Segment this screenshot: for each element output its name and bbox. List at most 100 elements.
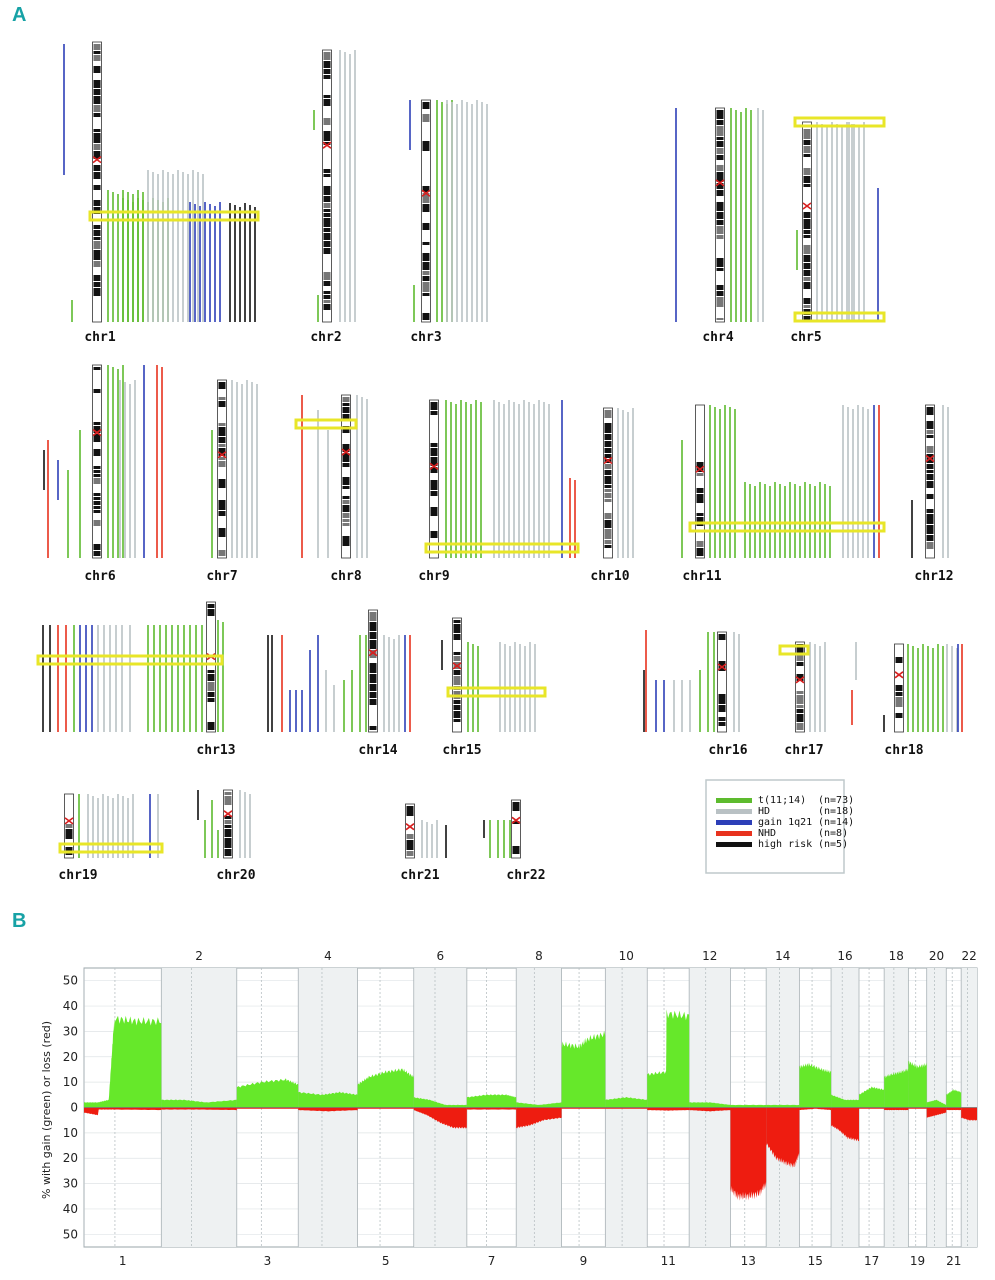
band [696,488,704,493]
band [218,397,226,400]
band [453,676,461,685]
band [323,89,331,94]
band [207,627,215,636]
loss-area-chr11 [647,1107,690,1111]
band [716,258,724,267]
chr-top-label: 20 [929,949,944,963]
band [323,118,331,125]
band [604,410,612,418]
band [696,453,704,461]
band [422,276,430,281]
band [796,667,804,673]
band [93,497,101,500]
chromosome-chr20: chr20 [197,789,256,883]
band [323,311,331,318]
chromosome-chr7: chr7 [206,379,258,584]
band [207,722,215,730]
band [422,102,430,109]
centromere-marker [452,662,462,670]
highlight-region [294,418,358,430]
loss-area-chr14 [766,1107,800,1168]
band [342,490,350,495]
chr-label: chr14 [358,743,397,758]
band [803,188,811,194]
band [224,792,232,795]
band [796,723,804,730]
band [323,248,331,254]
band [93,466,101,469]
chr-bottom-label: 19 [910,1254,925,1268]
chr-top-label: 14 [775,949,790,963]
band [604,476,612,484]
band [803,219,811,229]
band [422,242,430,245]
band [207,609,215,616]
band [696,412,704,420]
band [218,479,226,488]
legend-swatch [716,842,752,847]
band [323,169,331,173]
band [342,422,350,425]
band [93,506,101,509]
band [93,288,101,296]
band [323,272,331,280]
band [323,259,331,265]
band [342,505,350,512]
band [796,662,804,666]
chr-top-label: 18 [889,949,904,963]
chr-label: chr2 [310,330,341,345]
band [512,821,520,824]
band [895,708,903,712]
band [323,186,331,195]
band [406,834,414,839]
chr-label: chr10 [590,569,629,584]
band [93,422,101,425]
band [716,240,724,250]
band [323,146,331,154]
chromosome-chr22: chr22 [483,799,546,883]
band [604,485,612,488]
band [422,293,430,296]
band [224,796,232,805]
band [342,513,350,518]
band [604,448,612,453]
centromere-marker [603,456,613,465]
highlight-region [446,686,547,698]
band [926,550,934,556]
band [369,650,377,658]
band [718,722,726,726]
band [604,513,612,519]
chr-top-label: 12 [702,949,717,963]
loss-area-chr15 [799,1107,832,1111]
band [207,641,215,646]
band [342,407,350,413]
band [207,698,215,702]
band [696,527,704,530]
chr-label: chr5 [790,330,821,345]
band [207,665,215,669]
band [796,655,804,661]
band [406,851,414,856]
y-tick-label: 20 [63,1151,78,1165]
band [926,421,934,429]
y-tick-label: 30 [63,1177,78,1191]
chr-top-label: 2 [195,949,203,963]
band [718,641,726,647]
chr-label: chr9 [418,569,449,584]
band [453,656,461,661]
panel-label-b: B [12,910,27,932]
band [512,840,520,845]
band [342,468,350,476]
band [895,713,903,718]
chromosome-chr4: chr4 [675,107,764,345]
band [716,183,724,189]
band [323,203,331,208]
legend-count: (n=14) [818,817,854,828]
centromere-marker [421,189,431,197]
band [342,397,350,402]
band [342,444,350,452]
legend-label: NHD [758,828,776,839]
band [323,233,331,240]
band [803,158,811,167]
band [716,251,724,257]
